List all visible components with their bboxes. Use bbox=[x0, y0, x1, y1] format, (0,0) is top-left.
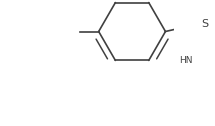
Text: HN: HN bbox=[180, 56, 193, 65]
Text: S: S bbox=[202, 19, 209, 29]
